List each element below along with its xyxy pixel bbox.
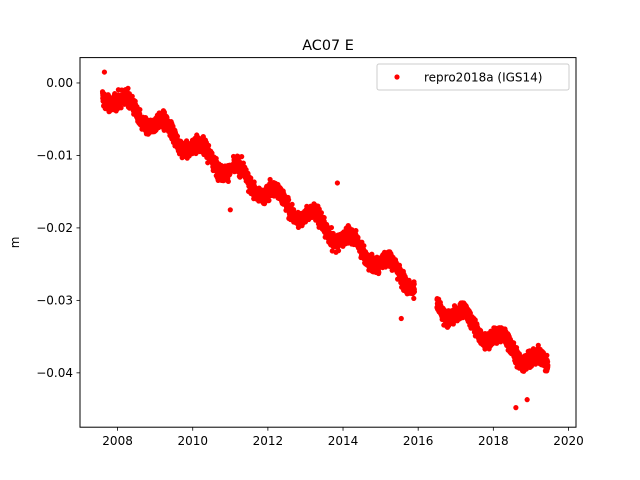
data-point — [225, 178, 231, 185]
data-point — [334, 180, 340, 186]
y-tick-label: 0.00 — [46, 76, 73, 90]
data-point — [286, 197, 292, 203]
data-point — [227, 207, 233, 213]
x-tick-label: 2014 — [328, 434, 359, 448]
data-point — [239, 154, 245, 160]
y-axis-label: m — [8, 237, 22, 249]
data-point — [355, 234, 361, 241]
data-point — [361, 243, 367, 249]
data-point — [398, 315, 404, 322]
data-point — [513, 405, 519, 411]
y-tick-label: −0.02 — [36, 221, 73, 235]
data-point — [251, 179, 257, 185]
legend-marker — [394, 74, 400, 80]
x-tick-label: 2018 — [478, 434, 509, 448]
data-point — [353, 228, 359, 234]
data-point — [289, 201, 295, 207]
x-tick-label: 2020 — [553, 434, 584, 448]
data-point — [248, 175, 254, 181]
data-point — [545, 362, 551, 368]
legend-label: repro2018a (IGS14) — [424, 71, 542, 85]
data-point — [209, 150, 215, 156]
y-tick-label: −0.03 — [36, 294, 73, 308]
data-point — [129, 93, 135, 99]
data-point — [324, 223, 330, 229]
y-tick-label: −0.01 — [36, 149, 73, 163]
data-point — [328, 224, 335, 231]
data-point — [411, 289, 418, 295]
data-point — [369, 251, 375, 257]
x-tick-label: 2008 — [102, 434, 133, 448]
chart-title: AC07 E — [302, 38, 354, 54]
data-point — [382, 264, 389, 270]
data-point — [524, 397, 530, 403]
legend: repro2018a (IGS14) — [376, 63, 570, 91]
data-point — [335, 248, 342, 254]
data-points — [99, 69, 551, 411]
y-tick-label: −0.04 — [36, 366, 73, 380]
data-point — [411, 295, 417, 301]
x-tick-label: 2010 — [177, 434, 208, 448]
data-point — [266, 197, 272, 203]
data-point — [205, 142, 212, 149]
data-point — [321, 215, 327, 221]
data-point — [411, 281, 417, 287]
data-point — [137, 107, 143, 113]
data-point — [318, 210, 324, 216]
data-point — [267, 176, 273, 183]
x-tick-label: 2016 — [403, 434, 434, 448]
data-point — [376, 269, 382, 275]
x-tick-label: 2012 — [253, 434, 284, 448]
data-point — [118, 105, 124, 111]
data-point — [101, 69, 108, 75]
data-point — [125, 85, 131, 91]
data-point — [544, 352, 550, 358]
